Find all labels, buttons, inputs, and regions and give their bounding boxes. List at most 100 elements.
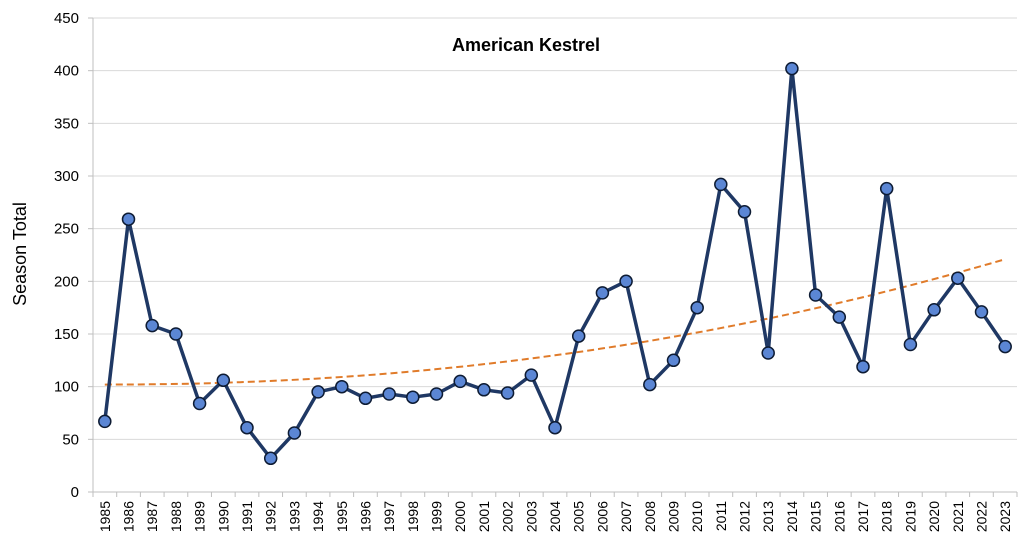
series-line bbox=[103, 66, 1007, 461]
x-tick-label: 2018 bbox=[879, 501, 895, 532]
data-point bbox=[406, 390, 420, 404]
y-tick-label: 150 bbox=[54, 326, 79, 343]
chart-title: American Kestrel bbox=[452, 35, 600, 55]
y-tick-label: 200 bbox=[54, 273, 79, 290]
data-point bbox=[595, 286, 610, 300]
x-tick-label: 2010 bbox=[689, 501, 705, 532]
data-point bbox=[737, 205, 752, 219]
x-tick-label: 1986 bbox=[121, 501, 137, 532]
data-point bbox=[856, 359, 870, 374]
data-point bbox=[429, 387, 444, 401]
y-tick-label: 0 bbox=[71, 484, 79, 501]
x-tick-label: 1995 bbox=[334, 501, 350, 532]
data-point bbox=[216, 373, 231, 388]
data-point bbox=[240, 420, 254, 435]
data-point bbox=[382, 387, 396, 401]
y-tick-label: 300 bbox=[54, 168, 79, 185]
x-tick-label: 1996 bbox=[357, 501, 373, 532]
gridlines bbox=[93, 17, 1017, 440]
x-tick-label: 2002 bbox=[500, 501, 516, 532]
y-tick-label: 100 bbox=[54, 379, 79, 396]
x-tick-label: 2008 bbox=[642, 501, 658, 532]
x-tick-label: 1999 bbox=[429, 501, 445, 532]
x-tick-label: 1985 bbox=[97, 501, 113, 532]
y-tick-label: 350 bbox=[54, 115, 79, 132]
y-axis-title: Season Total bbox=[10, 202, 30, 306]
x-tick-label: 1991 bbox=[239, 501, 255, 532]
x-tick-label: 2015 bbox=[808, 501, 824, 532]
y-axis-ticks: 0 50 100 150 200 250 300 350 400 450 bbox=[54, 10, 79, 501]
data-point bbox=[311, 385, 325, 399]
x-tick-label: 2006 bbox=[594, 501, 610, 532]
data-point bbox=[335, 379, 349, 394]
x-tick-label: 2014 bbox=[784, 501, 800, 532]
x-tick-label: 1994 bbox=[310, 501, 326, 532]
axes bbox=[88, 17, 1018, 497]
x-tick-label: 1992 bbox=[263, 501, 279, 532]
data-point bbox=[714, 177, 728, 192]
data-point bbox=[690, 300, 704, 315]
x-tick-label: 1997 bbox=[381, 501, 397, 532]
y-tick-label: 450 bbox=[54, 10, 79, 27]
data-point bbox=[192, 396, 207, 411]
x-tick-label: 1987 bbox=[144, 501, 160, 532]
x-tick-label: 2000 bbox=[452, 501, 468, 532]
x-tick-label: 1989 bbox=[192, 501, 208, 532]
data-point bbox=[121, 212, 136, 226]
data-point bbox=[358, 391, 373, 406]
x-tick-label: 2013 bbox=[760, 501, 776, 532]
x-tick-label: 2021 bbox=[950, 501, 966, 532]
data-point bbox=[619, 274, 633, 289]
data-point bbox=[785, 61, 799, 76]
x-tick-label: 2023 bbox=[997, 501, 1013, 532]
y-tick-label: 400 bbox=[54, 63, 79, 80]
x-tick-label: 1988 bbox=[168, 501, 184, 532]
trendline bbox=[104, 258, 1006, 386]
x-tick-label: 2005 bbox=[571, 501, 587, 532]
data-point bbox=[287, 426, 302, 440]
x-tick-label: 2011 bbox=[713, 501, 729, 531]
data-point bbox=[974, 305, 989, 319]
data-point bbox=[951, 271, 965, 285]
data-point bbox=[571, 329, 586, 343]
data-point bbox=[98, 414, 112, 429]
x-tick-label: 2022 bbox=[973, 501, 989, 532]
data-point bbox=[879, 181, 894, 196]
x-tick-label: 2016 bbox=[831, 501, 847, 532]
x-tick-label: 2003 bbox=[523, 501, 539, 532]
x-tick-label: 2004 bbox=[547, 501, 563, 532]
y-tick-label: 250 bbox=[54, 221, 79, 238]
data-point bbox=[548, 420, 562, 435]
x-tick-label: 2020 bbox=[926, 501, 942, 532]
data-point bbox=[477, 383, 491, 397]
data-point bbox=[927, 303, 941, 317]
x-tick-label: 2012 bbox=[737, 501, 753, 532]
data-point bbox=[145, 318, 159, 333]
data-point bbox=[832, 310, 847, 324]
data-point bbox=[500, 386, 515, 400]
data-point bbox=[998, 339, 1012, 354]
x-tick-label: 2009 bbox=[665, 501, 681, 532]
data-point bbox=[903, 337, 918, 352]
data-point bbox=[808, 288, 823, 302]
trendline-layer bbox=[104, 258, 1006, 386]
x-axis-ticks: 1985 1986 1987 1988 1989 1990 1991 1992 1993 1994… bbox=[97, 501, 1013, 532]
data-point bbox=[666, 353, 681, 368]
data-point bbox=[524, 368, 539, 382]
x-tick-label: 1998 bbox=[405, 501, 421, 532]
data-point bbox=[643, 377, 657, 392]
data-point bbox=[263, 451, 278, 466]
series-layer bbox=[98, 61, 1012, 466]
x-tick-label: 2019 bbox=[902, 501, 918, 532]
x-tick-label: 2001 bbox=[476, 501, 492, 532]
data-point bbox=[169, 327, 183, 341]
x-tick-label: 2007 bbox=[618, 501, 634, 532]
y-tick-label: 50 bbox=[62, 431, 79, 448]
data-point bbox=[453, 374, 467, 389]
x-tick-label: 2017 bbox=[855, 501, 871, 532]
x-tick-label: 1993 bbox=[286, 501, 302, 532]
x-tick-label: 1990 bbox=[215, 501, 231, 532]
data-point bbox=[761, 346, 775, 360]
